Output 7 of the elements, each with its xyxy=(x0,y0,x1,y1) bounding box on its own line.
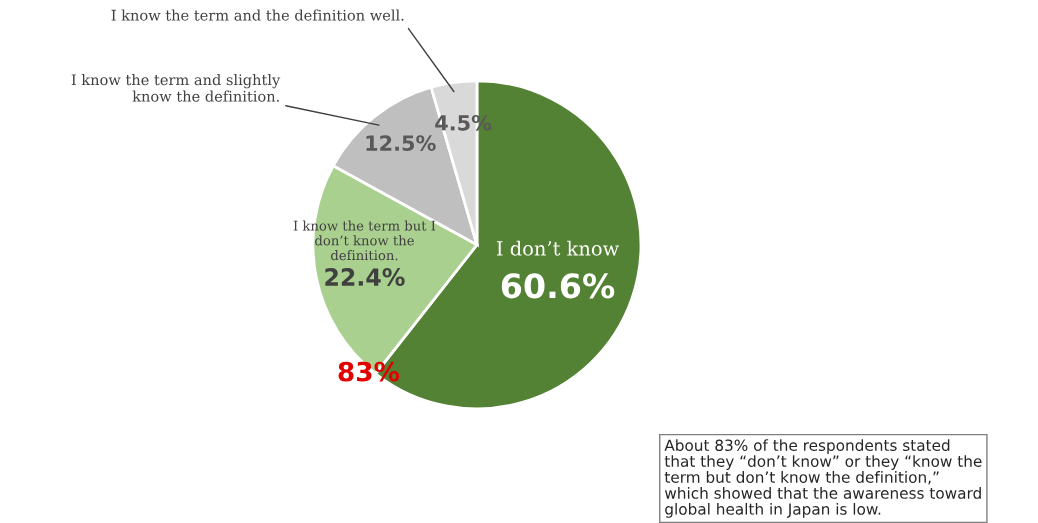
slice-label: I know the term and the definition well. xyxy=(111,9,404,21)
data-label: 60.6% xyxy=(501,273,615,299)
text: About 83% of the respondents stated that they “don’t know” or they “know the term but don’t know the definition,” which showed that the awareness toward global health in Japan is low. xyxy=(664,439,982,518)
data-label: 22.4% xyxy=(325,268,405,286)
slice-label: I know the term and slightly know the definition. xyxy=(71,73,281,102)
data-label: 12.5% xyxy=(366,135,436,151)
slice-label: I don’t know xyxy=(496,240,619,256)
